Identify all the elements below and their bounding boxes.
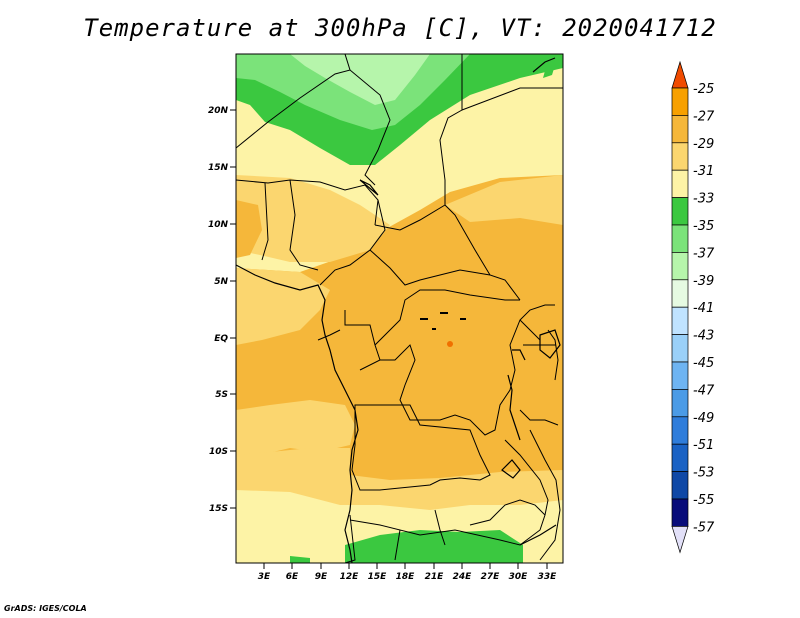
chart-title: Temperature at 300hPa [C], VT: 202004171… (83, 14, 717, 42)
colorbar-label: -39 (693, 274, 714, 289)
colorbar: -25 -27 -29 -31 -33 -35 -37 -39 -41 -43 -45 -47 -49 -… (671, 60, 715, 554)
colorbar-label: -43 (693, 329, 714, 344)
lat-label: 20N (208, 106, 229, 116)
colorbar-label: -51 (693, 438, 714, 453)
colorbar-swatch (671, 443, 689, 472)
field-west-light-orange (236, 268, 330, 345)
colorbar-swatch (671, 471, 689, 500)
lon-label: 12E (340, 572, 360, 582)
lon-label: 33E (538, 572, 558, 582)
colorbar-label: -45 (693, 356, 714, 371)
map-frame (235, 53, 564, 564)
lon-label: 9E (315, 572, 328, 582)
lat-label: 15S (209, 504, 228, 514)
colorbar-top-arrow (671, 60, 689, 89)
colorbar-swatch (671, 416, 689, 445)
colorbar-swatch (671, 306, 689, 335)
colorbar-swatch (671, 279, 689, 308)
temperature-field (236, 54, 563, 563)
field-green-light (290, 54, 430, 105)
warm-spot (447, 341, 453, 347)
lon-label: 18E (396, 572, 416, 582)
lon-label: 21E (425, 572, 445, 582)
lat-label: 5S (215, 390, 228, 400)
colorbar-swatch (671, 389, 689, 418)
lon-label: 15E (368, 572, 388, 582)
colorbar-label: -29 (693, 137, 714, 152)
field-south-west-light-orange (236, 400, 355, 458)
lat-label: 15N (208, 163, 229, 173)
colorbar-swatch (671, 142, 689, 171)
lon-label: 27E (481, 572, 501, 582)
lon-axis: 3E 6E 9E 12E 15E 18E 21E 24E 27E 30E 33E (258, 563, 557, 582)
lon-label: 6E (286, 572, 299, 582)
colorbar-swatch (671, 169, 689, 198)
lat-label: 10N (208, 220, 229, 230)
colorbar-label: -25 (693, 82, 714, 97)
lon-label: 30E (509, 572, 529, 582)
colorbar-swatch (671, 115, 689, 144)
coastlines (236, 57, 561, 563)
lat-label: 5N (214, 277, 228, 287)
colorbar-swatch (671, 334, 689, 363)
colorbar-swatch (671, 87, 689, 116)
lat-label: 10S (209, 447, 228, 457)
colorbar-label: -31 (693, 164, 714, 179)
field-sudan-light-orange (445, 175, 563, 225)
lakes (420, 312, 466, 330)
colorbar-label: -49 (693, 411, 714, 426)
colorbar-swatch (671, 197, 689, 226)
colorbar-swatch (671, 361, 689, 390)
grads-credit: GrADS: IGES/COLA (4, 604, 87, 613)
lat-axis: 20N 15N 10N 5N EQ 5S 10S 15S (208, 106, 236, 514)
lat-label: EQ (214, 334, 228, 344)
colorbar-label: -41 (693, 301, 714, 316)
colorbar-swatch (671, 498, 689, 527)
colorbar-label: -53 (693, 466, 714, 481)
colorbar-label: -47 (693, 383, 715, 398)
lon-label: 24E (453, 572, 473, 582)
field-south-green (345, 530, 523, 563)
field-nigeria-light-orange (236, 175, 390, 262)
colorbar-bottom-arrow (671, 526, 689, 554)
colorbar-label: -27 (693, 109, 715, 124)
colorbar-label: -33 (693, 192, 714, 207)
colorbar-label: -57 (693, 520, 715, 535)
country-borders (236, 54, 563, 563)
colorbar-label: -55 (693, 493, 714, 508)
colorbar-swatch (671, 252, 689, 281)
colorbar-label: -37 (693, 246, 715, 261)
colorbar-swatch (671, 224, 689, 253)
colorbar-label: -35 (693, 219, 714, 234)
border-niger-algeria (236, 69, 391, 186)
lon-label: 3E (258, 572, 271, 582)
